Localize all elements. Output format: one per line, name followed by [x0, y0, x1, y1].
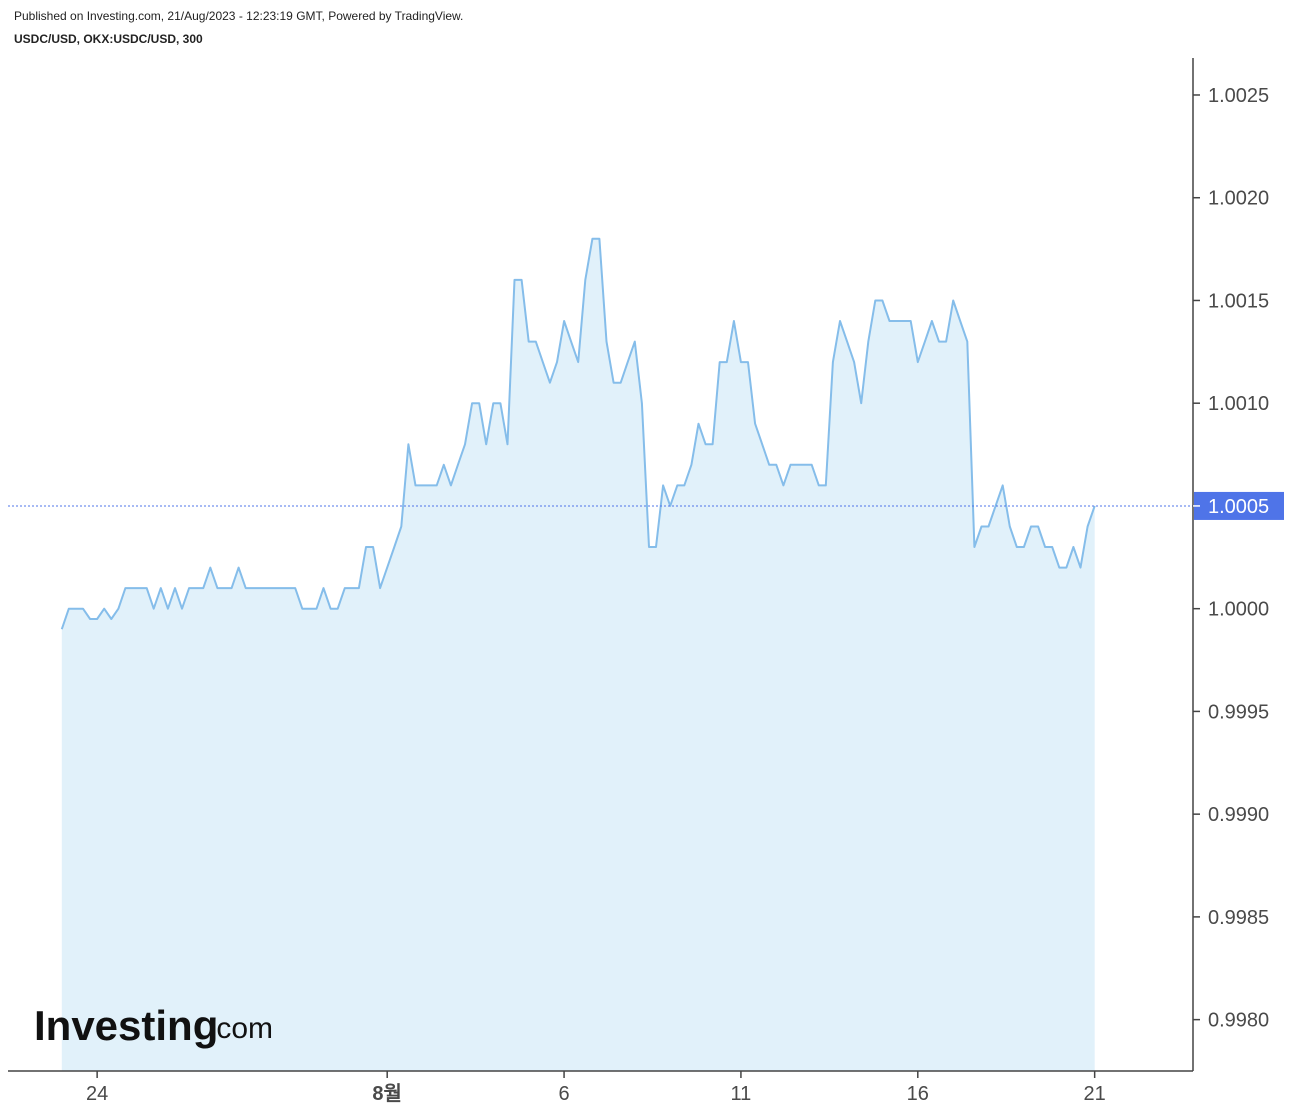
- published-note: Published on Investing.com, 21/Aug/2023 …: [14, 9, 464, 23]
- x-tick-label: 8월: [372, 1082, 402, 1105]
- y-tick-label: 1.0000: [1208, 599, 1269, 621]
- y-tick-label: 1.0020: [1208, 188, 1269, 210]
- price-area-fill: [61, 238, 1095, 1072]
- plot-area: [8, 237, 1193, 1072]
- axes: 1.0025 1.0020 1.0015 1.0010 1.0005 1.0000 0.99…: [8, 58, 1284, 1105]
- last-price-badge: [1194, 491, 1284, 520]
- symbol-title: USDC/USD, OKX:USDC/USD, 300: [14, 32, 203, 46]
- x-tick-label: 24: [86, 1083, 108, 1105]
- x-tick-label: 16: [907, 1083, 929, 1105]
- price-line: [60, 237, 1096, 630]
- y-tick-label: 0.9990: [1208, 804, 1269, 826]
- y-tick-label: 1.0025: [1208, 85, 1269, 107]
- y-tick-label: 1.0015: [1208, 290, 1269, 312]
- y-tick-label: 1.0010: [1208, 393, 1269, 415]
- x-tick-label: 6: [559, 1083, 570, 1105]
- last-price-label: 1.0005: [1208, 496, 1269, 518]
- x-tick-label: 21: [1084, 1083, 1106, 1105]
- y-tick-label: 0.9995: [1208, 701, 1269, 723]
- logo-domain: .com: [208, 1012, 273, 1045]
- x-tick-label: 11: [731, 1083, 752, 1105]
- y-tick-label: 0.9985: [1208, 907, 1269, 929]
- investing-logo: Investing .com: [34, 1002, 273, 1049]
- y-tick-label: 0.9980: [1208, 1010, 1269, 1032]
- logo-wordmark: Investing: [34, 1002, 218, 1049]
